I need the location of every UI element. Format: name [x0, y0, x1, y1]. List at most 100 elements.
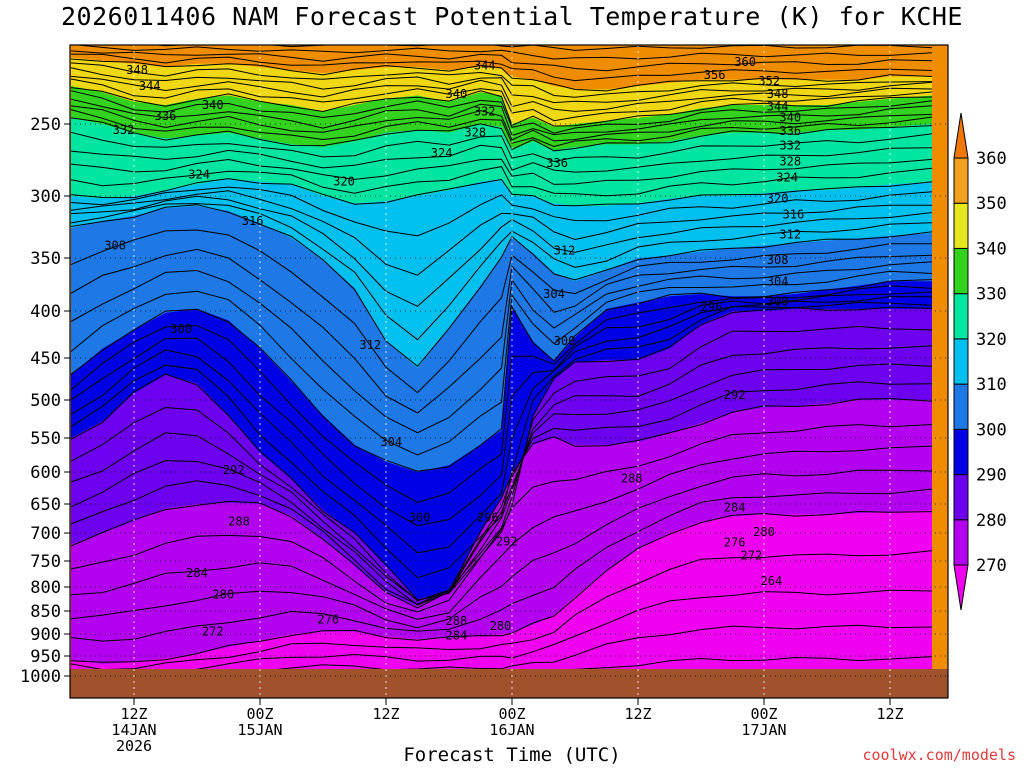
y-tick-label: 650 [30, 495, 61, 515]
contour-line [70, 204, 933, 367]
contour-line [70, 166, 933, 197]
x-tick-label: 2026 [116, 737, 152, 755]
contour-label: 344 [767, 100, 789, 114]
contour-line [70, 117, 933, 152]
contour-label: 304 [380, 435, 402, 449]
colorbar-segment [953, 428, 969, 476]
contour-line [70, 158, 933, 185]
contour-line [70, 131, 933, 163]
colorbar-segment [953, 293, 969, 340]
x-tick-label: 15JAN [237, 721, 282, 739]
colorbar-segment [953, 474, 969, 521]
y-tick-label: 850 [30, 602, 61, 622]
contour-line [70, 87, 933, 127]
contour-label: 292 [724, 388, 746, 402]
contour-label: 336 [779, 124, 801, 138]
contour-line [70, 363, 933, 606]
contour-label: 284 [446, 628, 468, 642]
plot-frame [69, 44, 949, 699]
colorbar-segment [953, 202, 969, 249]
x-tick-label: 12Z [624, 705, 651, 723]
contour-line [70, 488, 933, 642]
colorbar-segment [953, 383, 969, 430]
colorbar-segment [953, 338, 969, 385]
contour-line [71, 37, 932, 41]
contour-label: 328 [464, 126, 486, 140]
contour-label: 272 [741, 548, 763, 562]
contour-label: 308 [104, 239, 126, 253]
contour-line [70, 50, 933, 72]
contour-label: 332 [113, 123, 135, 137]
contour-label: 288 [621, 471, 643, 485]
contour-line [70, 203, 933, 341]
colorbar-label: 290 [976, 466, 1007, 486]
plot-area: 3483443403363323243203163083003123042922… [70, 37, 948, 698]
contour-label: 336 [155, 109, 177, 123]
contour-line [70, 62, 933, 98]
contour-label: 300 [409, 510, 431, 524]
contour-label: 324 [431, 146, 453, 160]
contour-label: 316 [242, 214, 264, 228]
colorbar-label: 330 [976, 285, 1007, 305]
contour-label: 300 [554, 334, 576, 348]
y-tick-label: 300 [30, 187, 61, 207]
contour-line [70, 144, 933, 173]
contour-label: 300 [767, 294, 789, 308]
colorbar-label: 320 [976, 330, 1007, 350]
x-tick-label: 00Z [498, 705, 525, 723]
contour-line [70, 98, 933, 137]
contour-line [153, 45, 933, 51]
y-tick-label: 750 [30, 552, 61, 572]
contour-label: 312 [554, 244, 576, 258]
y-tick-label: 700 [30, 524, 61, 544]
contour-line [70, 270, 933, 456]
contour-label: 288 [228, 514, 250, 528]
contour-line [70, 510, 933, 663]
contour-line [70, 78, 933, 122]
contour-label: 320 [767, 191, 789, 205]
y-tick-label: 950 [30, 647, 61, 667]
contour-label: 292 [496, 534, 518, 548]
contour-label: 340 [779, 111, 801, 125]
contour-label: 276 [317, 612, 339, 626]
contour-label: 340 [202, 98, 224, 112]
contour-line [70, 345, 933, 601]
contour-label: 340 [446, 87, 468, 101]
contour-line [70, 67, 933, 104]
colorbar-label: 360 [976, 149, 1007, 169]
y-tick-label: 250 [30, 115, 61, 135]
contour-line [70, 296, 933, 554]
x-tick-label: 12Z [372, 705, 399, 723]
y-tick-label: 1000 [20, 667, 61, 687]
contour-line [70, 589, 933, 675]
y-tick-label: 450 [30, 349, 61, 369]
y-tick-label: 800 [30, 578, 61, 598]
colorbar-extend-low [953, 564, 969, 611]
contour-line [70, 186, 933, 237]
contour-line [70, 53, 933, 82]
contour-label: 348 [126, 63, 148, 77]
contour-label: 280 [212, 588, 234, 602]
contour-label: 352 [758, 74, 780, 88]
contour-label: 324 [776, 170, 798, 184]
colorbar-label: 340 [976, 239, 1007, 259]
contour-label: 304 [543, 287, 565, 301]
contour-line [70, 550, 933, 671]
contour-line [70, 190, 933, 276]
contour-label: 304 [767, 274, 789, 288]
chart-title: 2026011406 NAM Forecast Potential Temper… [61, 2, 963, 31]
colorbar-label: 270 [976, 556, 1007, 576]
contour-label: 276 [724, 536, 746, 550]
contour-label: 332 [779, 139, 801, 153]
contour-label: 308 [767, 253, 789, 267]
contour-label: 320 [333, 175, 355, 189]
y-tick-label: 350 [30, 249, 61, 269]
band-below-270 [71, 509, 932, 698]
contour-label: 344 [474, 58, 496, 72]
contour-label: 296 [701, 300, 723, 314]
x-tick-label: 00Z [750, 705, 777, 723]
colorbar-label: 280 [976, 511, 1007, 531]
contour-label: 316 [783, 208, 805, 222]
colorbar-label: 300 [976, 420, 1007, 440]
